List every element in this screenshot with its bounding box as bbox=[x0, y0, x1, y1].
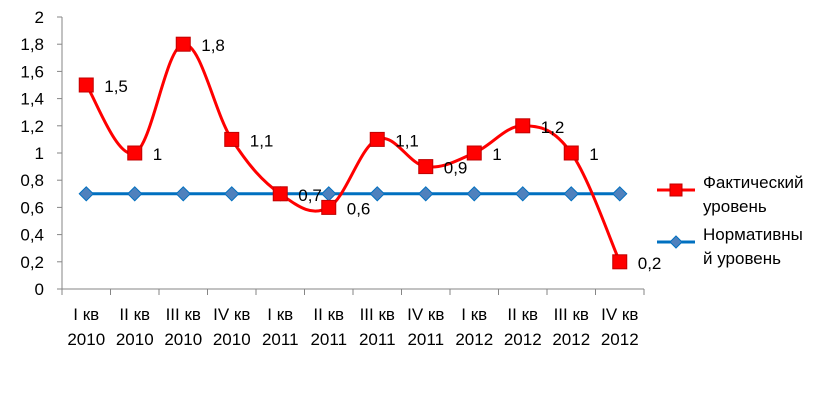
data-point-diamond bbox=[321, 186, 337, 202]
legend: Фактический уровень Нормативны й уровень bbox=[657, 173, 804, 268]
legend-item-normative: Нормативны й уровень bbox=[657, 225, 803, 268]
data-point-diamond bbox=[563, 186, 579, 202]
series-layer: 1,5 1 1,8 1,1 0,7 0,6 1,1 0,9 1 1,2 1 0,2 bbox=[78, 36, 662, 273]
x-tick-label: I кв 2011 bbox=[262, 305, 299, 349]
data-label: 1 bbox=[492, 145, 501, 164]
data-point-diamond bbox=[612, 186, 628, 202]
data-label: 1,2 bbox=[541, 118, 565, 137]
series-actual: 1,5 1 1,8 1,1 0,7 0,6 1,1 0,9 1 1,2 1 0,2 bbox=[78, 36, 662, 273]
data-label: 0,7 bbox=[298, 186, 322, 205]
legend-marker-square bbox=[669, 183, 683, 197]
y-tick-label: 0 bbox=[35, 280, 44, 299]
x-tick-label: III кв 2010 bbox=[164, 305, 202, 349]
data-point-square bbox=[369, 131, 385, 147]
x-tick-label: III кв 2011 bbox=[359, 305, 396, 349]
legend-marker-diamond bbox=[669, 235, 683, 249]
data-label: 0,2 bbox=[638, 254, 662, 273]
y-tick-label: 2 bbox=[35, 8, 44, 27]
x-tick-label: II кв 2011 bbox=[310, 305, 347, 349]
x-tick-label: II кв 2010 bbox=[116, 305, 154, 349]
data-label: 1,1 bbox=[250, 131, 274, 150]
y-tick-label: 0,8 bbox=[20, 171, 44, 190]
legend-item-actual: Фактический уровень bbox=[657, 173, 804, 216]
y-tick-label: 1,4 bbox=[20, 90, 44, 109]
x-tick-label: IV кв 2010 bbox=[213, 305, 251, 349]
y-tick-label: 1,8 bbox=[20, 35, 44, 54]
y-tick-label: 0,6 bbox=[20, 198, 44, 217]
data-point-square bbox=[466, 145, 482, 161]
data-point-diamond bbox=[466, 186, 482, 202]
axes: 0 0,2 0,4 0,6 0,8 1 1,2 1,4 1,6 1,8 2 I кв 2010 II кв… bbox=[20, 8, 645, 349]
data-point-diamond bbox=[127, 186, 143, 202]
data-label: 0,6 bbox=[347, 199, 371, 218]
data-point-square bbox=[612, 254, 628, 270]
y-tick-label: 1,2 bbox=[20, 117, 44, 136]
x-tick-label: IV кв 2011 bbox=[407, 305, 444, 349]
x-tick-label: IV кв 2012 bbox=[601, 305, 639, 349]
data-label: 1,8 bbox=[201, 36, 225, 55]
x-tick-label: III кв 2012 bbox=[552, 305, 590, 349]
data-label: 0,9 bbox=[444, 159, 468, 178]
data-label: 1,5 bbox=[104, 77, 128, 96]
data-point-diamond bbox=[175, 186, 191, 202]
x-tick-label: II кв 2012 bbox=[504, 305, 542, 349]
series-line bbox=[84, 42, 622, 263]
y-tick-label: 0,2 bbox=[20, 253, 44, 272]
data-point-square bbox=[515, 118, 531, 134]
data-point-diamond bbox=[224, 186, 240, 202]
data-point-diamond bbox=[515, 186, 531, 202]
data-point-diamond bbox=[369, 186, 385, 202]
data-point-square bbox=[272, 186, 288, 202]
legend-label: Фактический уровень bbox=[703, 173, 804, 216]
data-point-square bbox=[563, 145, 579, 161]
data-label: 1 bbox=[589, 145, 598, 164]
data-point-square bbox=[78, 77, 94, 93]
data-point-square bbox=[321, 199, 337, 215]
data-point-square bbox=[127, 145, 143, 161]
y-tick-label: 0,4 bbox=[20, 226, 44, 245]
data-point-diamond bbox=[418, 186, 434, 202]
legend-label: Нормативны й уровень bbox=[703, 225, 803, 268]
data-point-square bbox=[418, 159, 434, 175]
x-tick-label: I кв 2010 bbox=[67, 305, 105, 349]
data-point-square bbox=[224, 131, 240, 147]
y-tick-label: 1,6 bbox=[20, 62, 44, 81]
data-point-diamond bbox=[78, 186, 94, 202]
x-tick-label: I кв 2012 bbox=[455, 305, 493, 349]
data-point-square bbox=[175, 36, 191, 52]
y-tick-label: 1 bbox=[35, 144, 44, 163]
data-label: 1 bbox=[153, 145, 162, 164]
data-label: 1,1 bbox=[395, 131, 419, 150]
